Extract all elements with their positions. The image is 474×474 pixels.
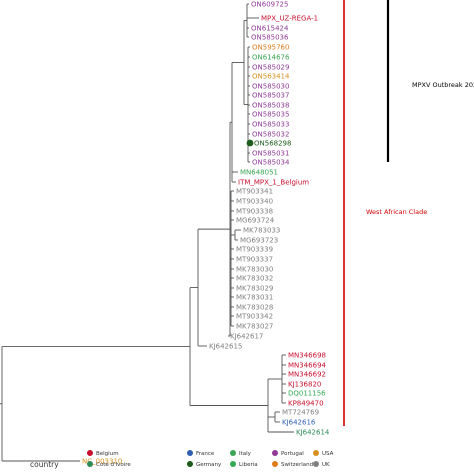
legend-label: Cote d'Ivoire bbox=[96, 462, 131, 468]
tip-label: KJ642615 bbox=[209, 343, 242, 351]
legend-label: Italy bbox=[239, 451, 252, 457]
tip-label: MN648051 bbox=[240, 169, 278, 177]
tip-label: KJ642614 bbox=[296, 429, 330, 437]
tip-label: MK783027 bbox=[236, 323, 273, 331]
legend-label: UK bbox=[322, 462, 330, 468]
tip-label: ON563414 bbox=[252, 73, 290, 81]
tip-label: MT903338 bbox=[236, 208, 273, 216]
tree-branches bbox=[0, 3, 294, 462]
node-marker-dot bbox=[246, 139, 254, 147]
tip-label: ON595760 bbox=[252, 44, 289, 52]
tip-label: MN346694 bbox=[288, 362, 327, 370]
legend-label: Portugal bbox=[281, 451, 304, 457]
tip-label: MT903337 bbox=[236, 256, 273, 264]
tip-label: ON585036 bbox=[251, 34, 289, 42]
tip-label: DQ011156 bbox=[288, 390, 326, 398]
legend-swatch bbox=[87, 450, 93, 456]
legend-label: Belgium bbox=[96, 451, 119, 457]
legend-swatch bbox=[230, 450, 236, 456]
tip-label: MT724769 bbox=[282, 409, 319, 417]
tip-label: MN346692 bbox=[288, 371, 326, 379]
tip-label: ON585032 bbox=[252, 131, 289, 139]
tip-label: MK783029 bbox=[236, 285, 273, 293]
west-african-clade-label: West African Clade bbox=[366, 208, 427, 216]
tip-label: MN346698 bbox=[288, 352, 326, 360]
tip-label: ON568298 bbox=[254, 140, 291, 148]
legend-label: Switzerland bbox=[281, 462, 313, 468]
tip-label: ON614676 bbox=[252, 54, 290, 62]
tip-label: ON609725 bbox=[251, 1, 288, 9]
legend-swatch bbox=[272, 450, 278, 456]
tip-label: MK783030 bbox=[236, 266, 273, 274]
tip-label: KJ642616 bbox=[282, 419, 316, 427]
tip-label: MK783032 bbox=[236, 275, 273, 283]
tip-label: MPX_UZ-REGA-1 bbox=[261, 15, 318, 23]
tip-label: ON585033 bbox=[252, 121, 289, 129]
tip-label: MK783033 bbox=[243, 227, 280, 235]
tip-label: MT903342 bbox=[236, 313, 273, 321]
legend-swatch bbox=[272, 461, 278, 467]
tip-label: ON585029 bbox=[252, 64, 289, 72]
legend-swatch bbox=[230, 461, 236, 467]
tip-label: KJ136820 bbox=[288, 381, 321, 389]
tip-label: MK783031 bbox=[236, 294, 273, 302]
tip-label: MT903339 bbox=[236, 246, 273, 254]
tip-label: ON585037 bbox=[252, 92, 289, 100]
legend-label: USA bbox=[322, 451, 334, 457]
legend-swatch bbox=[87, 461, 93, 467]
tip-label: ON585031 bbox=[252, 150, 289, 158]
legend-label: Germany bbox=[196, 462, 222, 468]
tip-label: MT903340 bbox=[236, 198, 273, 206]
legend-swatch bbox=[187, 461, 193, 467]
tip-label: KJ642617 bbox=[230, 333, 263, 341]
tip-label: ON585030 bbox=[252, 83, 289, 91]
legend-label: France bbox=[196, 451, 215, 457]
legend-title: country bbox=[30, 460, 59, 469]
tip-label: MK783028 bbox=[236, 304, 273, 312]
country-legend: country Belgium Cote d'Ivoire France German… bbox=[30, 450, 334, 469]
legend-label: Liberia bbox=[239, 462, 258, 468]
legend-swatch bbox=[187, 450, 193, 456]
tip-label: ITM_MPX_1_Belgium bbox=[238, 179, 309, 187]
outbreak-clade-label: MPXV Outbreak 2022 bbox=[412, 81, 474, 89]
tip-label: ON585034 bbox=[252, 159, 290, 167]
tip-label: ON585035 bbox=[252, 111, 289, 119]
legend-swatch bbox=[313, 461, 319, 467]
tip-label: MG693723 bbox=[240, 237, 278, 245]
tip-label: NC_003310 bbox=[82, 458, 122, 466]
tip-label: MT903341 bbox=[236, 188, 273, 196]
tip-label: ON615424 bbox=[251, 25, 289, 33]
tip-label: KP849470 bbox=[288, 400, 324, 408]
tip-label: ON585038 bbox=[252, 102, 289, 110]
tip-label: MG693724 bbox=[236, 217, 275, 225]
legend-swatch bbox=[313, 450, 319, 456]
